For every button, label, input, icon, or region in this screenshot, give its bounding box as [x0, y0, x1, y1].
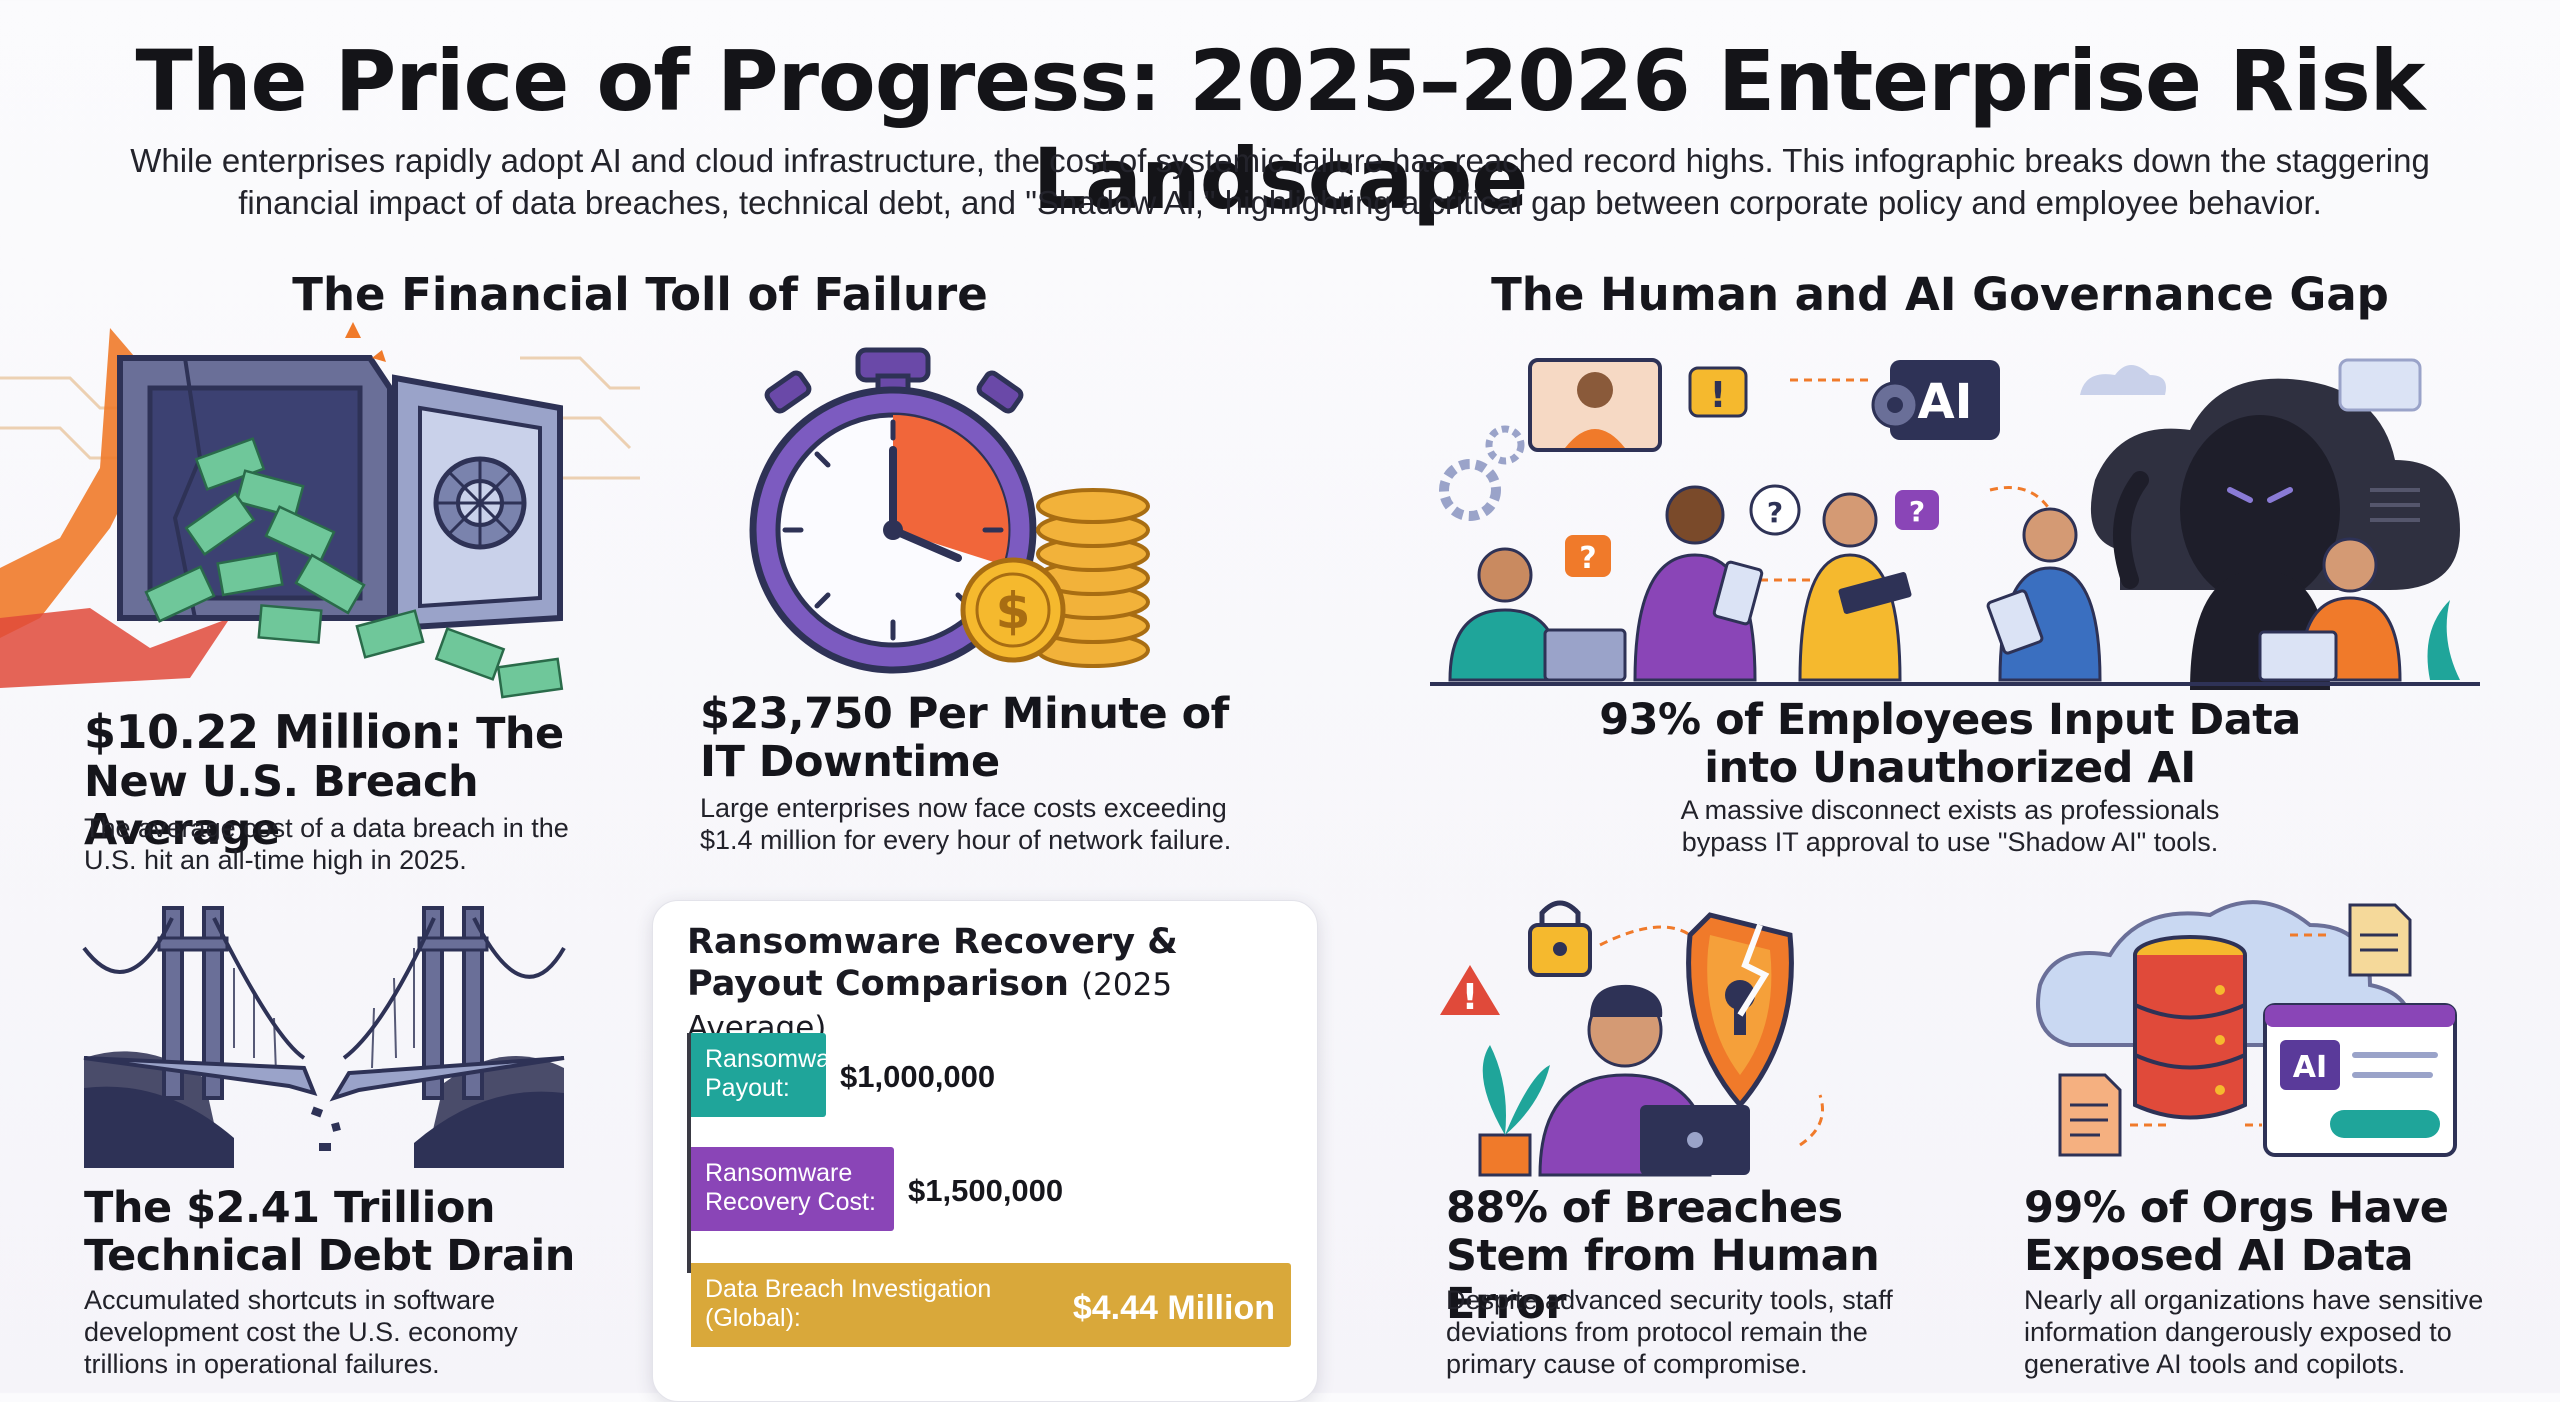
intro-text: While enterprises rapidly adopt AI and c… — [130, 142, 2430, 221]
debt-stat-desc: Accumulated shortcuts in software develo… — [84, 1285, 518, 1379]
human-error-stat-title: 88% of Breaches Stem from Human Error — [1446, 1183, 1880, 1329]
breach-stat-desc: The average cost of a data breach in the… — [84, 813, 569, 875]
chart-bar: Data Breach Investigation (Global): $4.44… — [691, 1263, 1291, 1347]
team-shadow-ai-icon: AI ! ? ? ? — [1430, 358, 2480, 690]
ai-badge-glyph: AI — [1917, 374, 1972, 430]
exposed-stat-title: 99% of Orgs Have Exposed AI Data — [2024, 1183, 2449, 1281]
chart-title: Ransomware Recovery & Payout Comparison … — [687, 921, 1307, 1049]
section-title-financial: The Financial Toll of Failure — [292, 268, 988, 321]
breach-stat-title: $10.22 Million: The New U.S. Breach Aver… — [84, 708, 644, 854]
ransomware-chart-card: Ransomware Recovery & Payout Comparison … — [652, 900, 1318, 1402]
ai-screen-glyph: AI — [2293, 1050, 2327, 1085]
shadow-ai-stat-title: 93% of Employees Input Data into Unautho… — [1599, 695, 2301, 793]
question-bubble-glyph-2: ? — [1767, 496, 1783, 529]
human-error-stat-desc: Despite advanced security tools, staff d… — [1446, 1285, 1893, 1379]
question-bubble-glyph-1: ? — [1579, 541, 1596, 576]
downtime-stat-title: $23,750 Per Minute of IT Downtime — [700, 689, 1229, 787]
downtime-stat-desc: Large enterprises now face costs exceedi… — [700, 793, 1232, 855]
vault-money-icon — [0, 322, 640, 699]
exposed-stat-desc: Nearly all organizations have sensitive … — [2024, 1285, 2484, 1379]
chart-axis — [687, 1033, 691, 1273]
debt-stat-title: The $2.41 Trillion Technical Debt Drain — [84, 1183, 575, 1281]
human-error-shield-icon: ! — [1440, 900, 1824, 1177]
breach-stat-highlight: $10.22 Million: — [84, 705, 462, 759]
page-title: The Price of Progress: 2025–2026 Enterpr… — [135, 32, 2425, 228]
shadow-ai-stat-desc: A massive disconnect exists as professio… — [1680, 795, 2220, 857]
chart-bar-value: $1,000,000 — [840, 1059, 996, 1094]
question-bubble-glyph-3: ? — [1909, 495, 1925, 528]
section-title-governance: The Human and AI Governance Gap — [1491, 268, 2389, 321]
chart-bar: Ransomware Payout: $1,000,000 — [691, 1033, 995, 1117]
dollar-coin-glyph: $ — [996, 582, 1031, 640]
stopwatch-coins-icon: $ — [749, 347, 1150, 674]
warning-triangle-glyph: ! — [1462, 977, 1478, 1018]
chart-bar-label: Data Breach Investigation (Global): — [705, 1275, 992, 1332]
chart-bar-value: $1,500,000 — [908, 1173, 1064, 1208]
chart-title-text: Ransomware Recovery & Payout Comparison — [687, 922, 1178, 1004]
chart-bar-value: $4.44 Million — [1072, 1289, 1275, 1327]
chart-bar-label: Ransomware Recovery Cost: — [705, 1159, 876, 1216]
warning-bubble-glyph: ! — [1710, 375, 1726, 416]
breach-stat-title-rest: The New U.S. Breach Average — [84, 709, 564, 855]
crumbling-bridge-icon — [82, 906, 566, 1168]
chart-bar-label: Ransomware Payout: — [705, 1045, 853, 1102]
cloud-data-ai-icon: AI — [2036, 900, 2457, 1157]
chart-bar: Ransomware Recovery Cost: $1,500,000 — [691, 1147, 1063, 1231]
